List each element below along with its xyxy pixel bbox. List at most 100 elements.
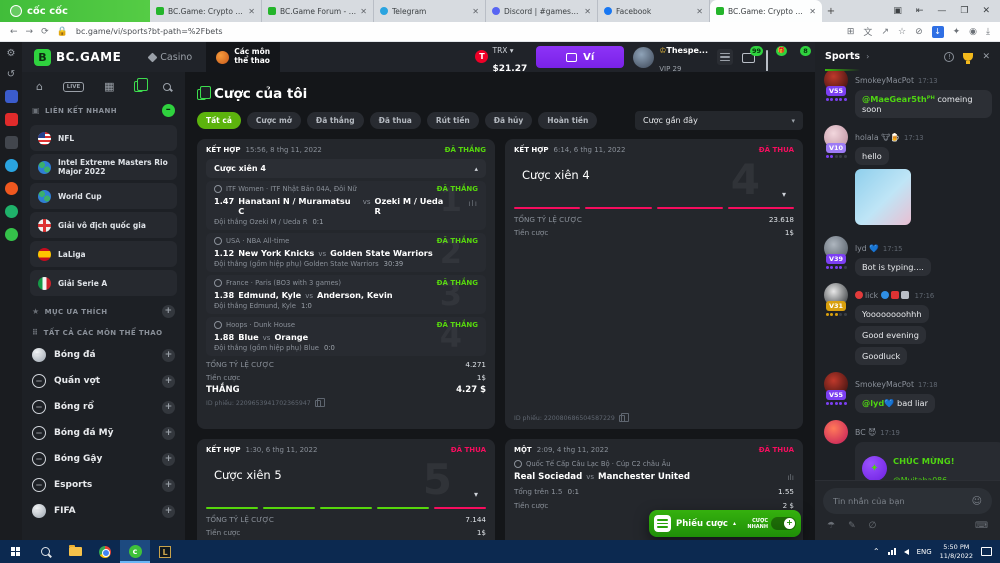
telegram-shortcut-icon[interactable] bbox=[4, 159, 18, 172]
close-chat-icon[interactable]: ✕ bbox=[982, 51, 990, 62]
filter-refund[interactable]: Hoàn tiền bbox=[538, 112, 598, 129]
quick-link-nfl[interactable]: NFL bbox=[30, 125, 177, 151]
expand-icon[interactable]: + bbox=[162, 348, 175, 362]
copy-icon[interactable] bbox=[618, 413, 630, 422]
tab-close-icon[interactable]: ✕ bbox=[809, 6, 816, 16]
file-explorer-icon[interactable] bbox=[60, 540, 90, 563]
filter-cashout[interactable]: Rút tiền bbox=[426, 112, 479, 129]
copy-icon[interactable] bbox=[314, 398, 326, 407]
league-of-legends-icon[interactable]: L bbox=[150, 540, 180, 563]
betslip-button[interactable]: Phiếu cược ▴ CƯỢC NHANH + bbox=[649, 510, 801, 537]
live-icon[interactable]: LIVE bbox=[62, 81, 85, 92]
expand-icon[interactable]: + bbox=[162, 400, 175, 414]
bet-list-icon[interactable] bbox=[717, 49, 733, 65]
filter-lost[interactable]: Đã thua bbox=[369, 112, 421, 129]
tab-bcgame-1[interactable]: BC.Game: Crypto Casino Gan✕ bbox=[150, 0, 262, 22]
coccoc-brand[interactable]: cốc cốc bbox=[0, 0, 150, 22]
my-bets-icon[interactable] bbox=[134, 78, 149, 92]
tab-bcgame-active[interactable]: BC.Game: Crypto Casino Gan✕ bbox=[710, 0, 822, 22]
media-control-icon[interactable]: ▣ bbox=[893, 6, 902, 16]
expand-icon[interactable]: + bbox=[162, 504, 175, 518]
discord-shortcut-icon[interactable] bbox=[4, 136, 18, 149]
show-hidden-icons[interactable]: ⌃ bbox=[872, 547, 880, 556]
sidebar-item-basketball[interactable]: Bóng rổ + bbox=[22, 394, 185, 420]
quick-link-premier[interactable]: Giải vô địch quốc gia bbox=[30, 212, 177, 238]
emoji-icon[interactable]: ☺ bbox=[971, 495, 982, 507]
sidebar-item-fifa[interactable]: FIFA + bbox=[22, 498, 185, 524]
quick-link-laliga[interactable]: LaLiga bbox=[30, 241, 177, 267]
expand-icon[interactable]: + bbox=[162, 374, 175, 388]
collapse-quick-links-button[interactable]: – bbox=[162, 104, 175, 117]
settings-icon[interactable]: ⚙ bbox=[6, 48, 16, 59]
tab-facebook[interactable]: Facebook ✕ bbox=[598, 0, 710, 22]
add-favorite-button[interactable]: + bbox=[162, 305, 175, 318]
extensions-icon[interactable]: ✦ bbox=[952, 26, 961, 37]
notification-center-icon[interactable] bbox=[981, 547, 992, 556]
keyboard-icon[interactable]: ⌨ bbox=[975, 521, 988, 531]
tab-close-icon[interactable]: ✕ bbox=[248, 6, 255, 16]
profile-icon[interactable]: ◉ bbox=[969, 26, 978, 37]
expand-icon[interactable]: + bbox=[162, 478, 175, 492]
bet-card-combo5-lost[interactable]: KẾT HỢP 1:30, 6 thg 11, 2022 ĐÃ THUA Cược … bbox=[197, 439, 495, 540]
sidebar-item-cricket[interactable]: Bóng Gậy + bbox=[22, 446, 185, 472]
collapse-icon[interactable]: ▴ bbox=[474, 164, 478, 173]
draw-icon[interactable]: ✎ bbox=[848, 521, 856, 531]
congrats-card[interactable]: ✦ CHÚC MỪNG!@Mujtaba086 ★★ Won $3448.00 … bbox=[855, 442, 1000, 480]
rain-icon[interactable]: ☂ bbox=[827, 521, 836, 531]
expand-icon[interactable]: ▾ bbox=[781, 190, 786, 199]
chat-rules-icon[interactable]: ! bbox=[944, 51, 955, 62]
close-button[interactable]: ✕ bbox=[982, 6, 990, 16]
tab-close-icon[interactable]: ✕ bbox=[696, 6, 703, 16]
forward-icon[interactable]: → bbox=[25, 26, 34, 37]
download-manager-icon[interactable]: ↓ bbox=[931, 25, 944, 38]
whatsapp-shortcut-icon[interactable] bbox=[4, 228, 18, 241]
tab-close-icon[interactable]: ✕ bbox=[360, 6, 367, 16]
nav-casino[interactable]: Casino bbox=[147, 52, 192, 63]
tab-close-icon[interactable]: ✕ bbox=[584, 6, 591, 16]
sidebar-toggle-icon[interactable]: ⇤ bbox=[915, 6, 924, 16]
bet-card-combo-lost[interactable]: KẾT HỢP 6:14, 6 thg 11, 2022 ĐÃ THUA Cược … bbox=[505, 139, 803, 429]
language-indicator[interactable]: ENG bbox=[916, 547, 932, 556]
bookmark-star-icon[interactable]: ☆ bbox=[897, 26, 907, 37]
stats-icon[interactable]: ılı bbox=[787, 472, 794, 482]
messages-button[interactable]: 99 bbox=[742, 46, 763, 63]
quick-link-seriea[interactable]: Giải Serie A bbox=[30, 270, 177, 296]
refresh-icon[interactable]: ⟳ bbox=[41, 26, 49, 37]
search-icon[interactable] bbox=[162, 82, 171, 91]
minimize-button[interactable]: — bbox=[937, 6, 947, 16]
filter-all[interactable]: Tất cả bbox=[197, 112, 241, 129]
tab-close-icon[interactable]: ✕ bbox=[472, 6, 479, 16]
volume-icon[interactable] bbox=[903, 548, 909, 555]
stats-icon[interactable]: ılı bbox=[468, 199, 478, 208]
notifications-button[interactable]: 🎁 bbox=[766, 46, 787, 71]
facebook-shortcut-icon[interactable] bbox=[4, 90, 18, 103]
combo-header[interactable]: Cược xiên 4 ▴ bbox=[206, 159, 486, 178]
chat-image[interactable] bbox=[855, 169, 911, 225]
chat-messages[interactable]: V55 SmokeyMacPot 17:13 @MaeGear5thᴾᴴ come… bbox=[815, 71, 1000, 480]
downloads-icon[interactable]: ⤓ bbox=[986, 26, 990, 37]
user-profile[interactable]: ♔Thespe... VIP 29 bbox=[633, 39, 708, 76]
url-text[interactable]: bc.game/vi/sports?bt-path=%2Fbets bbox=[75, 27, 223, 36]
expand-icon[interactable]: + bbox=[162, 426, 175, 440]
share-icon[interactable]: ↗ bbox=[881, 26, 889, 37]
expand-icon[interactable]: ▾ bbox=[473, 490, 478, 499]
wallet-button[interactable]: Ví bbox=[536, 46, 625, 68]
start-button[interactable] bbox=[0, 540, 30, 563]
history-icon[interactable]: ↺ bbox=[6, 69, 16, 80]
sidebar-item-american-football[interactable]: Bóng đá Mỹ + bbox=[22, 420, 185, 446]
back-icon[interactable]: ← bbox=[10, 26, 18, 37]
winner-mention[interactable]: @Mujtaba086 bbox=[893, 476, 947, 480]
quick-link-worldcup[interactable]: World Cup bbox=[30, 183, 177, 209]
nav-sports-active[interactable]: Các môn thể thao bbox=[206, 42, 281, 72]
balance-selector[interactable]: T TRX ▾ $21.27 bbox=[475, 39, 527, 74]
taskbar-search-icon[interactable] bbox=[30, 540, 60, 563]
quick-bet-toggle[interactable]: + bbox=[771, 517, 796, 530]
bcgame-logo[interactable]: B BC.GAME bbox=[34, 48, 121, 66]
sidebar-item-tennis[interactable]: Quần vợt + bbox=[22, 368, 185, 394]
chat-toggle-button[interactable]: 8 bbox=[790, 46, 811, 63]
network-icon[interactable] bbox=[887, 548, 896, 555]
coccoc-taskbar-icon[interactable]: c bbox=[120, 540, 150, 563]
filter-cancelled[interactable]: Đã hủy bbox=[484, 112, 533, 129]
new-tab-button[interactable]: + bbox=[826, 5, 836, 17]
maximize-button[interactable]: ❒ bbox=[960, 6, 969, 16]
